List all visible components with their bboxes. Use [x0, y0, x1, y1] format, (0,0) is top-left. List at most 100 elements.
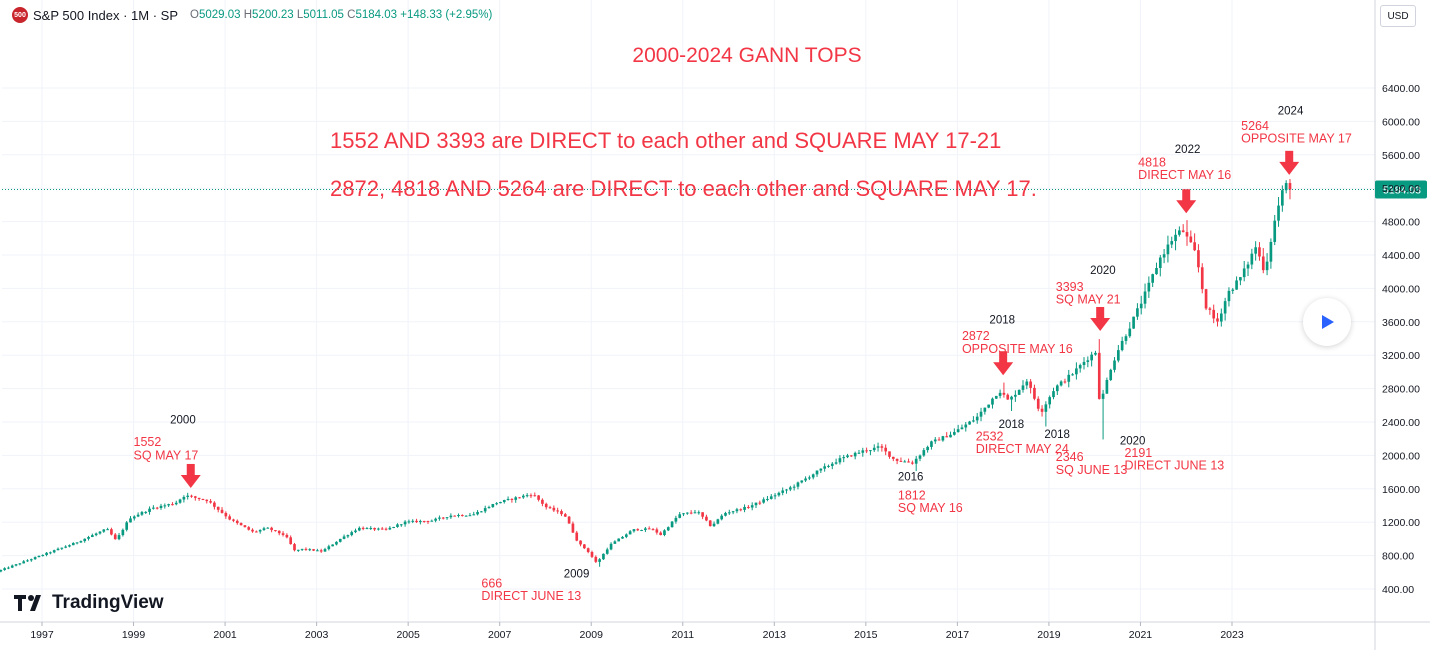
candle-body	[319, 550, 323, 552]
candle-body	[541, 499, 544, 504]
candle-body	[1063, 381, 1067, 383]
candle-body	[338, 538, 342, 542]
year-label: 2000	[170, 414, 196, 426]
candle-body	[533, 495, 537, 497]
candle-body	[1227, 290, 1231, 302]
currency-button[interactable]: USD	[1380, 5, 1416, 27]
candle-body	[514, 497, 518, 500]
candle-body	[37, 555, 41, 558]
arrow-shaft	[1182, 189, 1191, 202]
y-tick-label: 2000.00	[1382, 450, 1420, 462]
candle-body	[163, 505, 167, 507]
candle-body	[33, 557, 37, 560]
candle-body	[289, 537, 293, 545]
candle-body	[838, 458, 842, 463]
candle-body	[1273, 220, 1277, 242]
close-label: C	[347, 9, 356, 21]
annotation-label: DIRECT MAY 24	[976, 442, 1069, 456]
candle-body	[796, 482, 800, 487]
candle-body	[911, 462, 914, 464]
candle-body	[125, 522, 129, 530]
tradingview-logo[interactable]: TradingView	[14, 592, 164, 614]
candle-body	[1254, 247, 1257, 254]
candle-body	[1097, 352, 1101, 399]
play-button[interactable]	[1303, 298, 1351, 346]
candle-body	[1094, 352, 1097, 355]
x-tick-label: 2023	[1220, 629, 1244, 641]
candle-body	[1059, 381, 1063, 386]
candle-body	[502, 500, 506, 502]
candle-body	[1219, 313, 1223, 322]
candle-body	[1010, 396, 1013, 400]
candle-body	[438, 517, 441, 519]
candle-body	[1029, 381, 1032, 388]
candle-body	[209, 501, 212, 503]
y-tick-label: 4000.00	[1382, 283, 1420, 295]
candle-body	[422, 520, 426, 522]
candle-body	[1086, 360, 1090, 362]
annotation-label: 5264	[1241, 119, 1269, 133]
x-tick-label: 2019	[1037, 629, 1061, 641]
candle-body	[1067, 374, 1071, 382]
candle-body	[994, 395, 998, 399]
candle-body	[415, 520, 418, 523]
candle-body	[18, 563, 22, 565]
y-tick-label: 5200.00	[1382, 183, 1420, 195]
candle-body	[506, 498, 510, 501]
candle-body	[884, 447, 888, 452]
candle-body	[1113, 360, 1116, 370]
candle-body	[403, 521, 407, 525]
symbol-title[interactable]: S&P 500 Index · 1M · SP	[33, 7, 178, 23]
x-tick-label: 2011	[671, 629, 694, 641]
candle-body	[804, 478, 807, 481]
candle-body	[1021, 385, 1025, 390]
candle-body	[907, 461, 910, 463]
candle-body	[880, 446, 884, 448]
candle-body	[323, 549, 327, 552]
y-axis[interactable]: 400.00 800.00 1200.00 1600.00 2000.00 2400.00…	[1382, 83, 1420, 596]
candle-body	[29, 559, 33, 561]
candle-body	[293, 544, 296, 551]
candle-body	[750, 505, 754, 508]
candle-body	[663, 530, 666, 536]
subtitle-line-1: 1552 AND 3393 are DIRECT to each other a…	[330, 128, 1001, 153]
candle-body	[933, 439, 937, 442]
candle-body	[45, 552, 48, 555]
down-arrow-icon	[1090, 306, 1111, 331]
candle-body	[499, 501, 502, 504]
candle-body	[1246, 264, 1250, 269]
candle-body	[304, 548, 308, 550]
candle-body	[605, 549, 609, 554]
candle-body	[1223, 301, 1227, 314]
candle-body	[1261, 256, 1265, 271]
candle-body	[457, 515, 460, 517]
candle-body	[1277, 205, 1280, 221]
candle-body	[834, 462, 838, 464]
candle-body	[632, 529, 636, 532]
candle-body	[1025, 381, 1029, 386]
candle-body	[693, 512, 697, 514]
annotation-label: SQ MAY 21	[1056, 292, 1121, 306]
candle-body	[563, 514, 567, 517]
candle-body	[281, 533, 285, 535]
candle-body	[220, 509, 224, 513]
candle-body	[384, 528, 388, 530]
candle-body	[808, 477, 811, 479]
candle-body	[781, 490, 785, 493]
year-label: 2024	[1278, 106, 1304, 118]
candle-body	[1036, 398, 1040, 409]
x-axis[interactable]: 1997 1999 2001 2003 2005 2007 2009 2011 2013 2015…	[30, 622, 1244, 641]
candle-body	[266, 527, 270, 529]
candle-body	[1147, 282, 1151, 292]
candle-body	[464, 515, 468, 517]
candle-body	[1197, 250, 1200, 268]
candle-body	[94, 533, 98, 536]
candle-body	[853, 452, 857, 457]
year-label: 2022	[1175, 144, 1201, 156]
annotation-label: DIRECT JUNE 13	[1124, 459, 1224, 473]
candle-body	[998, 392, 1002, 396]
candle-body	[636, 529, 640, 531]
candle-body	[106, 529, 109, 531]
down-arrow-icon	[1279, 150, 1300, 175]
